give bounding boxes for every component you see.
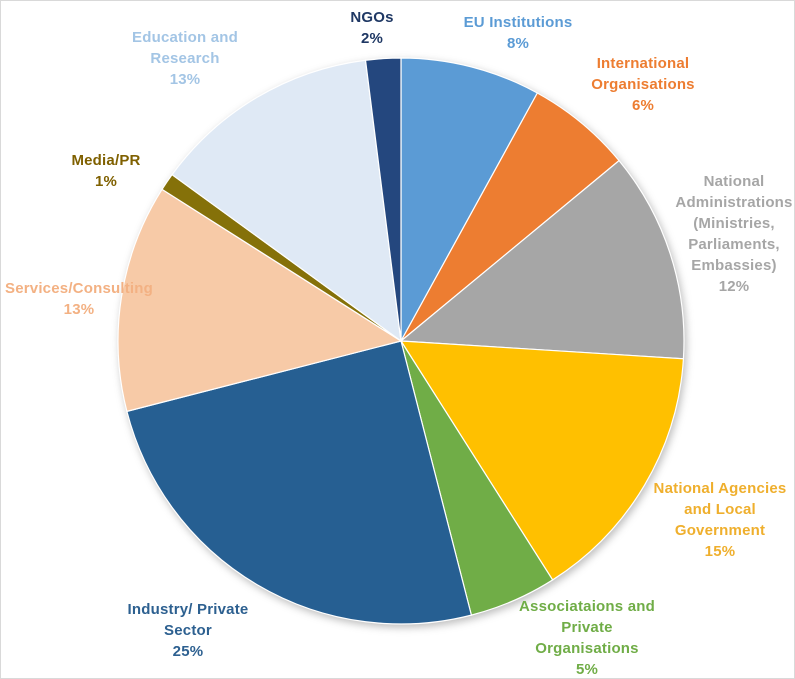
pie-slice-industry-private-sector (126, 340, 473, 625)
pie-slice-ngos (364, 57, 402, 342)
pie-slice-services-consulting (117, 188, 403, 413)
pie-slice-education-research (171, 59, 402, 343)
pie-slice-eu-institutions (400, 57, 539, 342)
pie-slices-group (117, 57, 685, 625)
pie-slice-national-administrations (399, 159, 685, 360)
pie-slice-national-agencies (399, 340, 685, 581)
